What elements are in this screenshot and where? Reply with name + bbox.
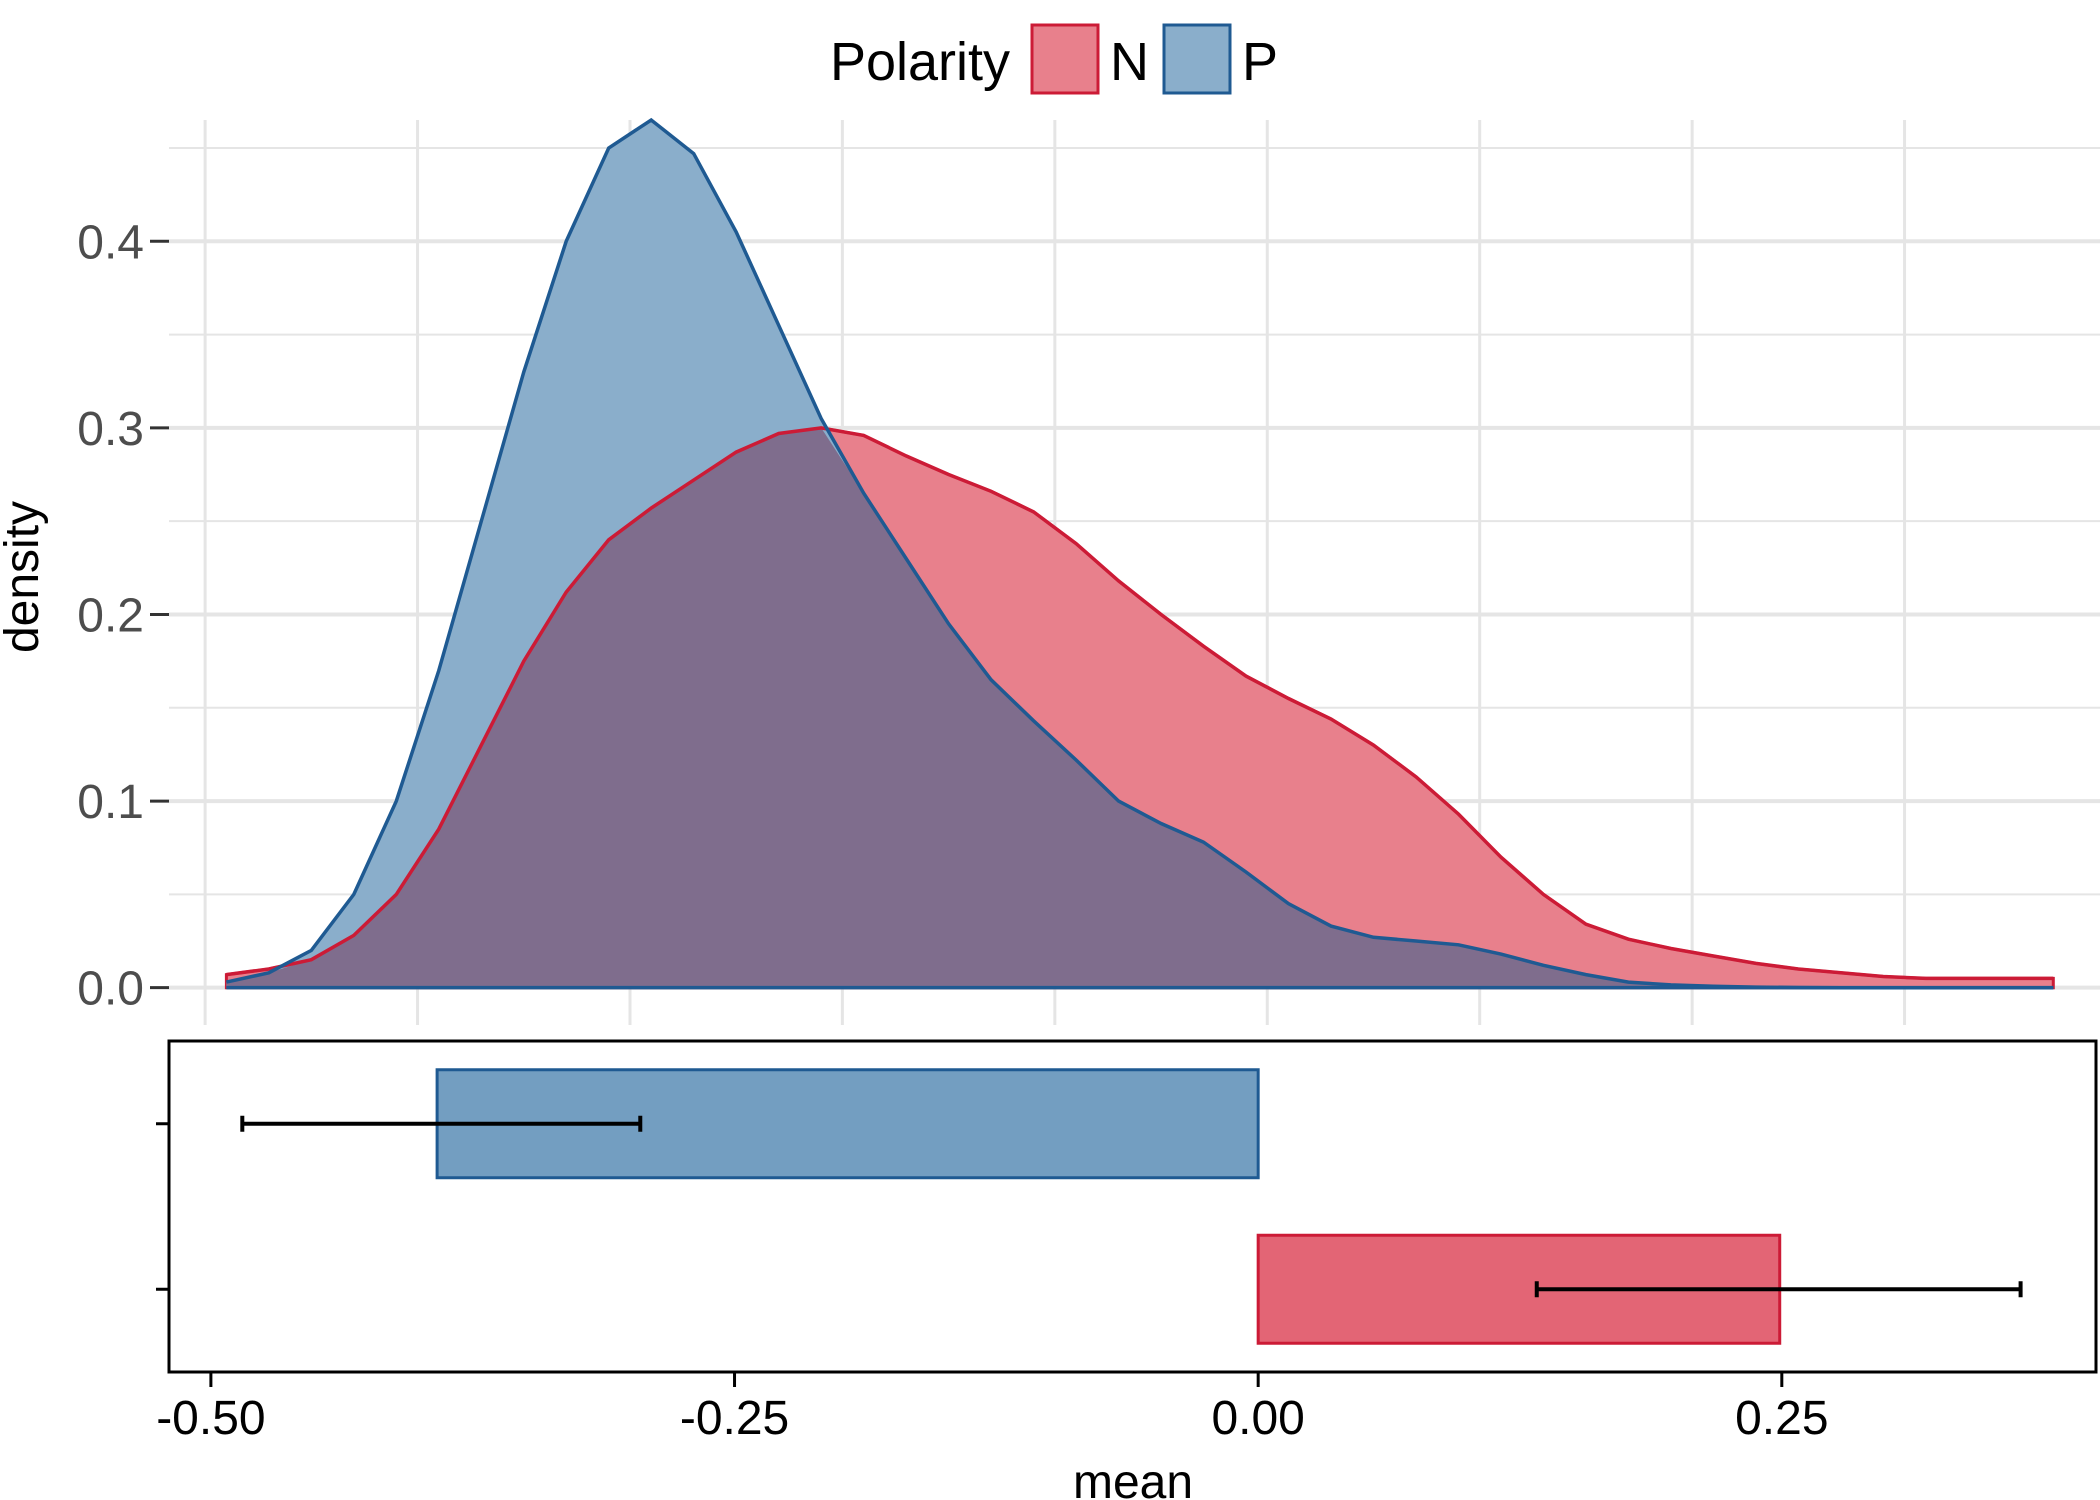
density-y-tick-label: 0.0	[77, 963, 144, 1016]
density-panel: 0.0 0.1 0.2 0.3 0.4 density	[0, 117, 2100, 1025]
density-overlap	[226, 427, 2054, 988]
bar-x-tick-label: -0.50	[156, 1392, 265, 1445]
legend-key-P	[1162, 23, 1232, 95]
legend-title: Polarity	[830, 32, 1010, 92]
legend-label-N: N	[1110, 32, 1149, 92]
bars	[240, 1068, 2023, 1345]
legend-key-N	[1030, 23, 1100, 95]
bar-x-tick-label: -0.25	[680, 1392, 789, 1445]
legend-label-P: P	[1242, 32, 1278, 92]
density-y-tick-label: 0.1	[77, 776, 144, 829]
legend: Polarity N P	[830, 23, 1278, 95]
bar-panel: -0.50 -0.25 0.00 0.25 mean	[156, 1039, 2098, 1500]
bar-axes: -0.50 -0.25 0.00 0.25	[156, 1122, 1829, 1445]
density-y-tick-label: 0.2	[77, 589, 144, 642]
density-line-N	[226, 426, 2054, 981]
density-y-axis: 0.0 0.1 0.2 0.3 0.4	[77, 216, 169, 1016]
density-y-tick-label: 0.3	[77, 403, 144, 456]
bar-axis-title: mean	[1073, 1456, 1193, 1500]
density-areas	[224, 117, 2055, 990]
bar-x-tick-label: 0.25	[1735, 1392, 1828, 1445]
bar-x-tick-label: 0.00	[1211, 1392, 1304, 1445]
density-axis-title: density	[0, 501, 49, 653]
density-y-tick-label: 0.4	[77, 216, 144, 269]
